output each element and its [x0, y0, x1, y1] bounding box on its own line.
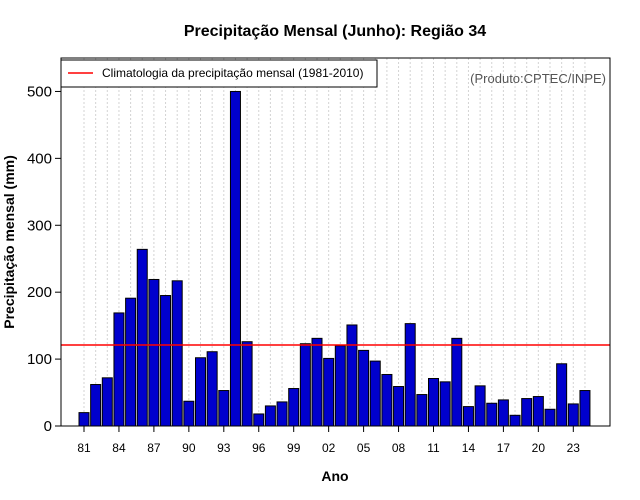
- y-axis-label: Precipitação mensal (mm): [1, 155, 17, 329]
- bar-1988: [160, 295, 172, 427]
- bar-2003: [334, 345, 346, 427]
- bar-1982: [90, 384, 102, 427]
- y-tick-label: 400: [27, 150, 52, 167]
- x-tick-label: 14: [462, 441, 476, 455]
- bar-1981: [78, 412, 90, 427]
- bar-2005: [358, 349, 370, 427]
- bar-1983: [101, 377, 113, 427]
- legend-box: [60, 59, 378, 88]
- bar-2011: [428, 377, 439, 427]
- x-tick-label: 20: [532, 441, 546, 455]
- bar-2001: [311, 337, 323, 427]
- bar-2022: [556, 363, 568, 427]
- bar-2016: [486, 402, 498, 427]
- bar-1995: [241, 341, 253, 427]
- x-tick-label: 17: [497, 441, 511, 455]
- bar-2017: [497, 399, 509, 427]
- x-tick-label: 96: [252, 441, 266, 455]
- bar-2004: [346, 324, 358, 427]
- plot-frame: [60, 57, 611, 427]
- bar-1999: [288, 388, 300, 427]
- bar-1987: [148, 278, 160, 427]
- legend-label: Climatologia da precipitação mensal (198…: [102, 66, 363, 80]
- bar-2024: [579, 390, 591, 427]
- y-tick-label: 500: [27, 83, 52, 100]
- bar-2002: [323, 357, 335, 427]
- y-tick-label: 0: [44, 418, 52, 435]
- bar-2012: [439, 381, 451, 427]
- bar-1996: [253, 413, 265, 427]
- x-tick-label: 11: [427, 441, 440, 455]
- bar-2015: [474, 385, 486, 427]
- bar-1991: [195, 357, 206, 427]
- y-tick-label: 300: [27, 217, 52, 234]
- x-tick-label: 90: [182, 441, 196, 455]
- bar-2007: [381, 373, 393, 427]
- bar-2014: [462, 406, 474, 427]
- y-tick-label: 200: [27, 284, 52, 301]
- bar-2009: [404, 323, 416, 427]
- bar-1997: [264, 405, 276, 427]
- bar-2006: [369, 360, 381, 427]
- x-tick-label: 08: [392, 441, 406, 455]
- x-tick-label: 87: [147, 441, 161, 455]
- grid: [83, 58, 586, 426]
- bar-1984: [113, 312, 125, 427]
- chart-title: Precipitação Mensal (Junho): Região 34: [184, 23, 486, 40]
- bar-2020: [532, 396, 544, 427]
- bar-2010: [416, 394, 428, 427]
- bar-2018: [509, 414, 521, 427]
- x-tick-label: 84: [112, 441, 126, 455]
- y-tick-label: 100: [27, 351, 52, 368]
- x-tick-label: 99: [287, 441, 301, 455]
- credit-text: (Produto:CPTEC/INPE): [470, 71, 606, 86]
- bar-2021: [544, 408, 556, 427]
- y-axis: 0 100 200 300 400 500: [27, 83, 61, 435]
- bar-1998: [276, 401, 288, 427]
- x-tick-label: 05: [357, 441, 371, 455]
- bar-2000: [299, 343, 311, 427]
- bar-2019: [521, 398, 533, 427]
- x-tick-label: 23: [567, 441, 581, 455]
- bar-2013: [451, 337, 463, 427]
- bar-2023: [567, 403, 579, 427]
- bar-1986: [136, 248, 148, 427]
- x-axis: 81 84 87 90 93 96 99 02 05 08 11 14 17 20 23: [77, 426, 580, 455]
- x-axis-label: Ano: [321, 468, 348, 484]
- bar-1992: [206, 351, 218, 427]
- bar-1985: [125, 297, 137, 427]
- x-tick-label: 93: [217, 441, 231, 455]
- bars: [78, 90, 591, 427]
- legend: Climatologia da precipitação mensal (198…: [60, 59, 378, 88]
- bar-1994: [229, 90, 241, 427]
- x-tick-label: 02: [322, 441, 336, 455]
- x-tick-label: 81: [77, 441, 91, 455]
- bar-2008: [393, 386, 405, 427]
- bar-1993: [218, 390, 230, 427]
- bar-1990: [183, 400, 195, 427]
- bar-1989: [171, 280, 183, 427]
